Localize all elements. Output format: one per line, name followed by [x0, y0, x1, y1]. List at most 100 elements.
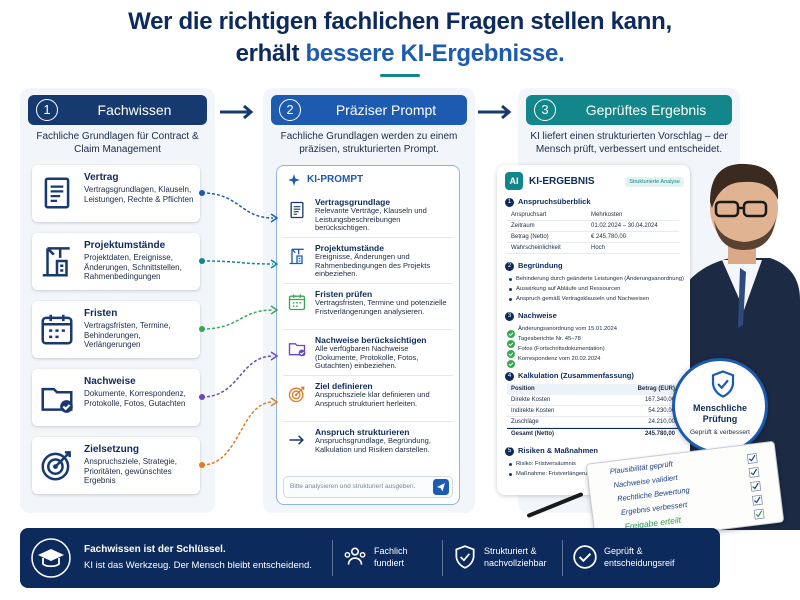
table-cell: 245.780,00 [644, 431, 675, 437]
bullet-text: Anspruch gemäß Vertragsklauseln und Nach… [516, 296, 650, 302]
check-icon-wrap [507, 345, 515, 358]
table-row: Indirekte Kosten 54.230,00 [507, 406, 679, 417]
feature-icon [455, 545, 475, 569]
table-cell: 54.230,00 [648, 408, 675, 414]
prompt-item-description: Alle verfügbaren Nachweise (Dokumente, P… [315, 344, 419, 371]
prompt-item-title: Anspruch strukturieren [315, 427, 410, 437]
knowledge-icon [41, 314, 73, 345]
knowledge-icon-wrap [38, 446, 76, 484]
prompt-icon [289, 435, 304, 445]
checklist-tick [746, 453, 758, 465]
knowledge-icon [41, 451, 71, 481]
checklist-tick [750, 480, 762, 492]
prompt-item-description: Ereignisse, Änderungen und Rahmenbedingu… [315, 252, 431, 279]
prompt-input[interactable]: Bitte analysieren und strukturiert ausge… [283, 476, 453, 498]
column-title: Geprüftes Ergebnis [585, 102, 707, 118]
bullet-dot [509, 288, 512, 291]
table-row: Anspruchsart Mehrkosten [507, 210, 679, 221]
knowledge-card: Projektumstände Projektdaten, Ereignisse,… [32, 233, 200, 290]
bullet-text: Risiko: Fristversäumnis [516, 461, 576, 467]
checklist-tick [751, 494, 763, 506]
prompt-item-title: Projektumstände [315, 243, 384, 253]
prompt-item: Nachweise berücksichtigen Alle verfügbare… [283, 332, 453, 376]
table-header: Position Betrag (EUR) [507, 384, 679, 395]
knowledge-card: Zielsetzung Anspruchsziele, Strategie, Pr… [32, 437, 200, 494]
column-description: KI liefert einen strukturierten Vorschla… [530, 131, 728, 155]
section-title: Anspruchsüberblick [518, 197, 591, 206]
knowledge-description: Vertragsgrundlagen, Klauseln, Leistungen… [84, 185, 194, 204]
check-icon-wrap [507, 325, 515, 338]
result-label: KI-ERGEBNIS [529, 176, 595, 187]
title-highlight: bessere KI-Ergebnisse. [305, 40, 565, 67]
bullet-dot [509, 463, 512, 466]
prompt-item: Projektumstände Ereignisse, Änderungen un… [283, 240, 453, 284]
knowledge-card: Fristen Vertragsfristen, Termine, Behinde… [32, 301, 200, 358]
feature-icon-wrap [342, 544, 368, 570]
knowledge-icon-wrap [38, 242, 76, 280]
check-icon-wrap [507, 355, 515, 368]
sparkle-icon-wrap [287, 173, 301, 187]
section-number: 5 [505, 447, 514, 456]
knowledge-title: Projektumstände [84, 240, 166, 251]
review-subtitle: Geprüft & verbessert [690, 429, 750, 436]
knowledge-title: Zielsetzung [84, 444, 140, 455]
column-description: Fachliche Grundlagen werden zu einem prä… [280, 131, 458, 155]
table-row: Betrag (Netto) € 245.780,00 [507, 232, 679, 243]
check-icon [507, 350, 515, 358]
knowledge-icon-wrap [38, 378, 76, 416]
table-cell: Mehrkosten [591, 212, 623, 218]
check-text: Fotos (Fortschrittsdokumentation) [518, 346, 605, 352]
feature-icon [344, 547, 366, 565]
feature-icon [573, 545, 597, 569]
send-button [433, 479, 449, 495]
footer-divider [562, 540, 563, 576]
feature-text: Geprüft & entscheidungsreif [604, 546, 675, 568]
table-cell: Wahrscheinlichkeit [511, 245, 561, 251]
section-title: Begründung [518, 261, 563, 270]
table-cell: Gesamt (Netto) [511, 431, 555, 437]
prompt-item-title: Nachweise berücksichtigen [315, 335, 427, 345]
feature-text: Fachlich fundiert [374, 546, 408, 568]
title-text: erhält [235, 40, 300, 67]
prompt-item: Vertragsgrundlage Relevante Verträge, Kla… [283, 194, 453, 238]
shield-icon [711, 370, 735, 398]
feature-icon-wrap [572, 544, 598, 570]
footer: Fachwissen ist der Schlüssel. KI ist das … [20, 528, 720, 588]
prompt-item-description: Relevante Verträge, Klauseln und Leistun… [315, 206, 427, 233]
table-cell: Zuschläge [511, 419, 539, 425]
step-number: 1 [36, 99, 58, 121]
prompt-box: KI-PROMPT Vertragsgrundlage Relevante Vert… [276, 165, 460, 505]
footer-divider [442, 540, 443, 576]
knowledge-icon [44, 177, 70, 209]
footer-text: KI ist das Werkzeug. Der Mensch bleibt e… [84, 560, 312, 571]
table-cell: Hoch [591, 245, 606, 251]
prompt-icon-wrap [287, 384, 307, 404]
step-number: 3 [534, 99, 556, 121]
table-header-cell: Position [511, 386, 535, 392]
prompt-label: KI-PROMPT [307, 174, 364, 185]
knowledge-description: Anspruchsziele, Strategie, Prioritäten, … [84, 457, 177, 485]
column-title: Fachwissen [97, 102, 172, 118]
bullet-text: Auswirkung auf Abläufe und Ressourcen [516, 286, 621, 292]
check-icon [507, 340, 515, 348]
column-header: 3 Geprüftes Ergebnis [526, 95, 732, 125]
checklist-tick-wrap [751, 492, 763, 506]
step-number: 2 [279, 99, 301, 121]
prompt-item: Ziel definieren Anspruchsziele klar defin… [283, 378, 453, 422]
column-title: Präziser Prompt [335, 102, 437, 118]
column-header: 1 Fachwissen [28, 95, 207, 125]
prompt-icon-wrap [287, 338, 307, 358]
section-title: Risiken & Maßnahmen [518, 446, 599, 455]
knowledge-card: Nachweise Dokumente, Korrespondenz, Proto… [32, 369, 200, 426]
check-icon [507, 330, 515, 338]
prompt-icon [288, 343, 306, 357]
result-badge: Strukturierte Analyse [625, 177, 684, 187]
review-title: Menschliche Prüfung [692, 403, 748, 424]
knowledge-icon [42, 247, 70, 277]
review-badge: Menschliche Prüfung Geprüft & verbessert [672, 358, 768, 454]
table-cell: 167.340,00 [644, 397, 675, 403]
table-row: Direkte Kosten 167.340,00 [507, 395, 679, 406]
result-logo: AI [505, 172, 523, 190]
section-number: 1 [505, 198, 514, 207]
cap-icon [31, 538, 71, 578]
